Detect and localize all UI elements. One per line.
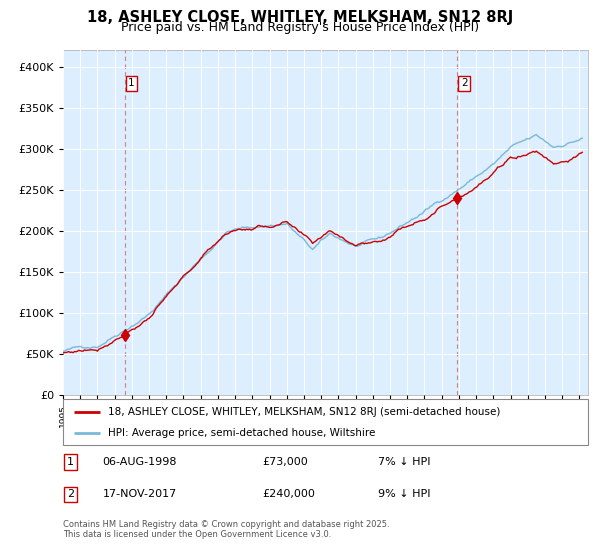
Text: £73,000: £73,000 — [263, 457, 308, 467]
Text: Price paid vs. HM Land Registry's House Price Index (HPI): Price paid vs. HM Land Registry's House … — [121, 21, 479, 34]
Text: 18, ASHLEY CLOSE, WHITLEY, MELKSHAM, SN12 8RJ (semi-detached house): 18, ASHLEY CLOSE, WHITLEY, MELKSHAM, SN1… — [107, 407, 500, 417]
Text: Contains HM Land Registry data © Crown copyright and database right 2025.
This d: Contains HM Land Registry data © Crown c… — [63, 520, 389, 539]
Text: 1: 1 — [128, 78, 135, 88]
Text: 2: 2 — [461, 78, 467, 88]
Text: 9% ↓ HPI: 9% ↓ HPI — [378, 489, 431, 500]
Text: HPI: Average price, semi-detached house, Wiltshire: HPI: Average price, semi-detached house,… — [107, 428, 375, 438]
Text: 06-AUG-1998: 06-AUG-1998 — [103, 457, 177, 467]
Text: 18, ASHLEY CLOSE, WHITLEY, MELKSHAM, SN12 8RJ: 18, ASHLEY CLOSE, WHITLEY, MELKSHAM, SN1… — [87, 10, 513, 25]
Text: 7% ↓ HPI: 7% ↓ HPI — [378, 457, 431, 467]
Text: 17-NOV-2017: 17-NOV-2017 — [103, 489, 176, 500]
FancyBboxPatch shape — [63, 399, 588, 445]
Text: 2: 2 — [67, 489, 74, 500]
Text: 1: 1 — [67, 457, 74, 467]
Text: £240,000: £240,000 — [263, 489, 316, 500]
